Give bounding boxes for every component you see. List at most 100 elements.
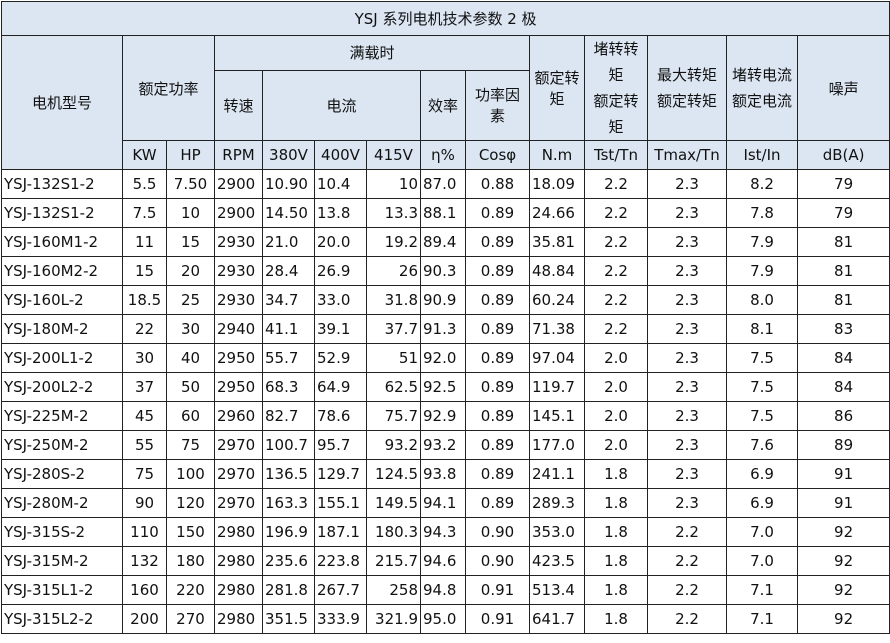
data-cell: 68.3 xyxy=(262,372,315,402)
data-cell: 92 xyxy=(796,575,890,605)
data-cell: 2.0 xyxy=(584,343,648,373)
data-cell: 2980 xyxy=(214,575,263,605)
data-cell: 52.9 xyxy=(314,343,367,373)
data-cell: 2960 xyxy=(214,401,263,431)
data-cell: 0.89 xyxy=(465,488,530,518)
data-cell: 187.1 xyxy=(314,517,367,547)
model-cell: YSJ-315L2-2 xyxy=(1,604,123,634)
table-row: 电机型号 额定功率 满载时 额定转矩 堵转转矩 额定转矩 最大转矩 额定转矩 堵转电流 额定电流噪… xyxy=(1,35,890,170)
unit-cell: η% xyxy=(420,140,466,170)
data-cell: 8.0 xyxy=(726,285,798,315)
data-cell: 7.50 xyxy=(166,169,215,199)
data-cell: 64.9 xyxy=(314,372,367,402)
data-cell: 177.0 xyxy=(529,430,585,460)
data-cell: 2.3 xyxy=(647,256,727,286)
data-cell: 641.7 xyxy=(529,604,585,634)
data-cell: 0.89 xyxy=(465,256,530,286)
data-cell: 26.9 xyxy=(314,256,367,286)
data-cell: 6.9 xyxy=(726,459,798,489)
data-cell: 2.0 xyxy=(584,401,648,431)
data-cell: 7.0 xyxy=(726,517,798,547)
data-cell: 83 xyxy=(796,314,890,344)
data-cell: 41.1 xyxy=(262,314,315,344)
data-cell: 2.0 xyxy=(584,430,648,460)
data-cell: 180 xyxy=(166,546,215,576)
data-cell: 155.1 xyxy=(314,488,367,518)
model-cell: YSJ-132S1-2 xyxy=(1,198,123,228)
data-cell: 84 xyxy=(796,372,890,402)
data-cell: 0.90 xyxy=(465,546,530,576)
data-cell: 0.89 xyxy=(465,401,530,431)
data-cell: 37 xyxy=(122,372,167,402)
data-cell: 90.3 xyxy=(420,256,466,286)
data-cell: 89.4 xyxy=(420,227,466,257)
data-cell: 60 xyxy=(166,401,215,431)
data-cell: 95.7 xyxy=(314,430,367,460)
data-cell: 281.8 xyxy=(262,575,315,605)
data-cell: 0.91 xyxy=(465,575,530,605)
table-row: YSJ-160M1-2 11 15 2930 21.0 20.0 19.2 89.4 0.89 3… xyxy=(1,227,890,257)
data-cell: 2.3 xyxy=(647,198,727,228)
data-cell: 0.89 xyxy=(465,372,530,402)
data-cell: 2.2 xyxy=(647,604,727,634)
table-row: YSJ-315M-2 132 180 2980 235.6 223.8 215.7 94.6 0… xyxy=(1,546,890,576)
data-cell: 26 xyxy=(366,256,421,286)
data-cell: 5.5 xyxy=(122,169,167,199)
data-cell: 91 xyxy=(796,459,890,489)
data-cell: 45 xyxy=(122,401,167,431)
data-cell: 353.0 xyxy=(529,517,585,547)
data-cell: 50 xyxy=(166,372,215,402)
data-cell: 40 xyxy=(166,343,215,373)
data-cell: 7.1 xyxy=(726,575,798,605)
data-cell: 1.8 xyxy=(584,459,648,489)
data-cell: 149.5 xyxy=(366,488,421,518)
table-row: KW HP RPM 380V 400V 415V η% Cosφ N.m Tst/Tn Tmax/T… xyxy=(2,140,890,170)
data-cell: 100 xyxy=(166,459,215,489)
data-cell: 91 xyxy=(796,488,890,518)
data-cell: 0.89 xyxy=(465,459,530,489)
data-cell: 75 xyxy=(122,459,167,489)
table-row: YSJ 系列电机技术参数 2 极 xyxy=(0,1,890,36)
data-cell: 10 xyxy=(366,169,421,199)
data-cell: 20.0 xyxy=(314,227,367,257)
data-cell: 94.6 xyxy=(420,546,466,576)
data-cell: 2930 xyxy=(214,227,263,257)
data-cell: 321.9 xyxy=(366,604,421,634)
data-cell: 0.90 xyxy=(465,517,530,547)
data-cell: 2.2 xyxy=(647,575,727,605)
data-cell: 13.8 xyxy=(314,198,367,228)
unit-cell: 415V xyxy=(366,140,421,170)
model-cell: YSJ-160M2-2 xyxy=(1,256,123,286)
data-cell: 235.6 xyxy=(262,546,315,576)
data-cell: 0.89 xyxy=(465,285,530,315)
data-cell: 120 xyxy=(166,488,215,518)
header-line: 堵转转矩 xyxy=(593,40,639,84)
unit-cell: HP xyxy=(166,140,215,170)
data-cell: 79 xyxy=(796,169,890,199)
data-cell: 11 xyxy=(122,227,167,257)
data-cell: 2.3 xyxy=(647,488,727,518)
data-cell: 24.66 xyxy=(529,198,585,228)
data-cell: 94.1 xyxy=(420,488,466,518)
data-cell: 10.4 xyxy=(314,169,367,199)
data-cell: 258 xyxy=(366,575,421,605)
data-cell: 2.3 xyxy=(647,169,727,199)
table-row: YSJ-160L-2 18.5 25 2930 34.7 33.0 31.8 90.9 0.89… xyxy=(1,285,890,315)
data-cell: 95.0 xyxy=(420,604,466,634)
data-cell: 75 xyxy=(166,430,215,460)
header-cell: 电机型号 xyxy=(1,35,123,170)
data-cell: 92 xyxy=(796,517,890,547)
data-cell: 7.6 xyxy=(726,430,798,460)
model-cell: YSJ-315L1-2 xyxy=(1,575,123,605)
header-line: 最大转矩 xyxy=(656,66,717,84)
table-row: YSJ-225M-2 45 60 2960 82.7 78.6 75.7 92.9 0.89 14… xyxy=(1,401,890,431)
data-cell: 93.8 xyxy=(420,459,466,489)
data-cell: 129.7 xyxy=(314,459,367,489)
data-cell: 91.3 xyxy=(420,314,466,344)
data-cell: 513.4 xyxy=(529,575,585,605)
model-cell: YSJ-200L2-2 xyxy=(1,372,123,402)
table-row: YSJ-180M-2 22 30 2940 41.1 39.1 37.7 91.3 0.89 71… xyxy=(1,314,890,344)
data-cell: 90.9 xyxy=(420,285,466,315)
data-cell: 2970 xyxy=(214,488,263,518)
data-cell: 215.7 xyxy=(366,546,421,576)
